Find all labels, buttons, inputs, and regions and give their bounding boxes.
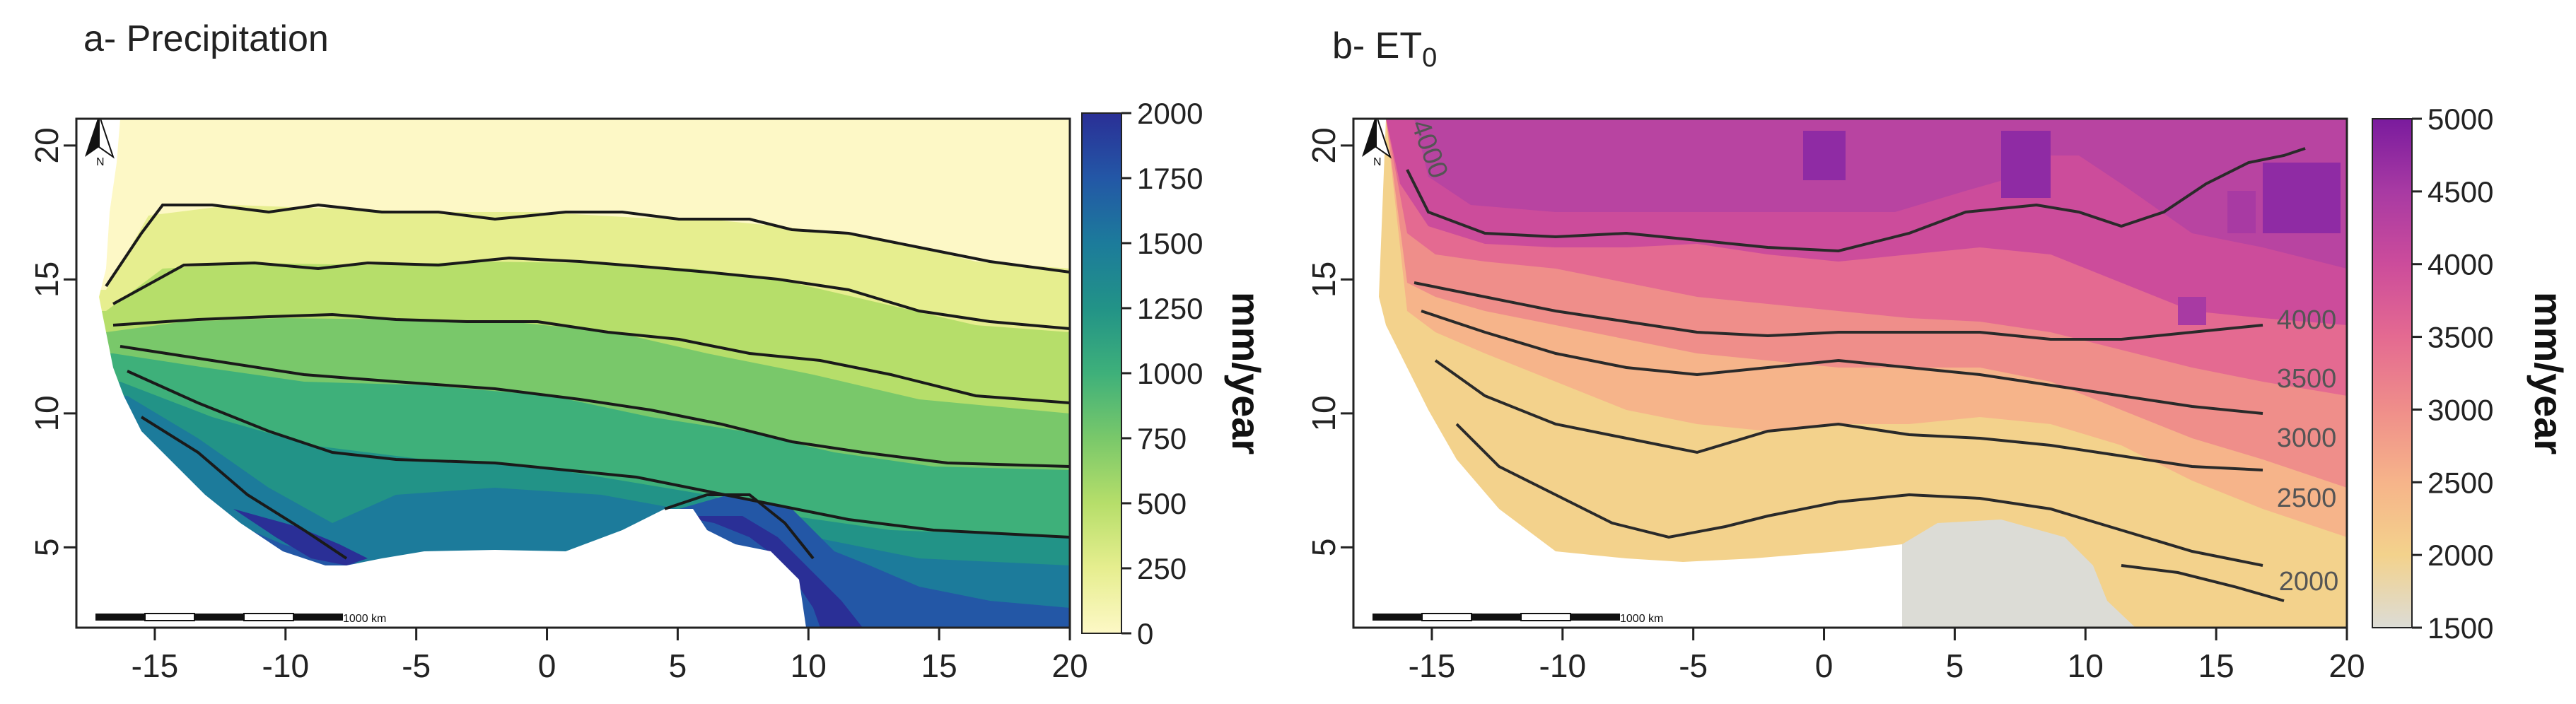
precipitation-contours xyxy=(105,203,1070,560)
x-tick-label: 10 xyxy=(2068,647,2104,684)
panel-b-title-main: b- ET xyxy=(1332,25,1422,66)
gulf-of-guinea-b xyxy=(1556,544,1902,628)
north-arrow-icon-b: N xyxy=(1362,119,1392,168)
precipitation-map: 1000 km N xyxy=(76,119,1070,628)
et0-colorbar: 1500 2000 2500 3000 3500 4000 4500 5000 xyxy=(2372,102,2493,645)
et0-contours xyxy=(1406,147,2306,602)
x-tick-label: 0 xyxy=(538,647,556,684)
x-tick-label: 15 xyxy=(2198,647,2234,684)
panel-b-title-subscript: 0 xyxy=(1422,43,1437,73)
colorbar-tick-label: 4500 xyxy=(2428,175,2493,209)
panel-a-frame xyxy=(75,117,1071,629)
x-tick-label: 20 xyxy=(2329,647,2365,684)
precipitation-colorbar: 0 250 500 750 1000 1250 1500 1750 2000 xyxy=(1081,97,1203,650)
colorbar-tick-label: 250 xyxy=(1137,552,1187,585)
north-arrow-icon: N xyxy=(85,119,115,168)
x-tick-label: 15 xyxy=(921,647,957,684)
north-label-b: N xyxy=(1373,156,1382,168)
y-tick-label: 10 xyxy=(1305,395,1342,431)
panel-b-frame xyxy=(1352,117,2348,629)
y-tick-label: 10 xyxy=(28,395,65,431)
panel-a-axes: -15 -10 -5 0 5 10 15 20 5 10 15 20 xyxy=(28,127,1088,684)
colorbar-tick-label: 0 xyxy=(1137,617,1153,650)
panel-b-title: b- ET0 xyxy=(1332,25,1437,73)
colorbar-tick-label: 4000 xyxy=(2428,248,2493,281)
x-tick-label: 10 xyxy=(791,647,827,684)
x-tick-label: 0 xyxy=(1815,647,1834,684)
x-tick-label: -5 xyxy=(402,647,431,684)
scale-bar-label-b: 1000 km xyxy=(1620,613,1663,625)
colorbar-tick-label: 1000 xyxy=(1137,357,1203,390)
et0-map: 1000 km N xyxy=(1353,119,2347,628)
x-tick-label: -15 xyxy=(132,647,178,684)
contour-label: 2000 xyxy=(2279,567,2339,597)
y-tick-label: 5 xyxy=(1305,539,1342,557)
scale-bar-label: 1000 km xyxy=(343,613,386,625)
colorbar-tick-label: 2500 xyxy=(2428,466,2493,499)
colorbar-a-label: mm/year xyxy=(1224,292,1269,454)
scale-bar: 1000 km xyxy=(95,613,386,625)
panel-precipitation: a- Precipitation xyxy=(28,18,1269,684)
colorbar-tick-label: 1250 xyxy=(1137,292,1203,325)
gray-low-et0-area xyxy=(1902,520,2135,628)
y-tick-label: 20 xyxy=(28,127,65,163)
panel-et0: b- ET0 xyxy=(1305,25,2571,684)
colorbar-tick-label: 3000 xyxy=(2428,393,2493,426)
colorbar-tick-label: 2000 xyxy=(2428,539,2493,572)
x-tick-label: 5 xyxy=(669,647,687,684)
contour-label: 2500 xyxy=(2277,483,2337,513)
y-tick-label: 20 xyxy=(1305,127,1342,163)
contour-label: 3500 xyxy=(2277,364,2337,394)
colorbar-tick-label: 750 xyxy=(1137,422,1187,455)
colorbar-tick-label: 500 xyxy=(1137,487,1187,520)
colorbar-tick-label: 2000 xyxy=(1137,97,1203,130)
x-tick-label: -10 xyxy=(1539,647,1586,684)
atlantic-ocean-b xyxy=(1353,119,1556,628)
x-tick-label: 5 xyxy=(1946,647,1964,684)
gulf-of-guinea xyxy=(346,509,806,628)
scale-bar-b: 1000 km xyxy=(1372,613,1663,625)
colorbar-ramp xyxy=(2372,118,2413,628)
band-4500-patches xyxy=(1803,131,2341,325)
colorbar-tick-label: 1750 xyxy=(1137,162,1203,195)
contour-label: 4000 xyxy=(2277,305,2337,335)
x-tick-label: -15 xyxy=(1409,647,1455,684)
colorbar-b-label: mm/year xyxy=(2527,292,2571,454)
colorbar-tick-label: 1500 xyxy=(2428,611,2493,645)
y-tick-label: 5 xyxy=(28,539,65,557)
y-tick-label: 15 xyxy=(28,262,65,298)
colorbar-tick-label: 3500 xyxy=(2428,321,2493,354)
y-tick-label: 15 xyxy=(1305,262,1342,298)
x-tick-label: -10 xyxy=(262,647,309,684)
colorbar-tick-label: 5000 xyxy=(2428,102,2493,136)
panel-b-axes: -15 -10 -5 0 5 10 15 20 5 10 15 20 xyxy=(1305,127,2365,684)
atlantic-ocean xyxy=(76,119,346,628)
north-label: N xyxy=(96,156,105,168)
colorbar-tick-label: 1500 xyxy=(1137,227,1203,260)
band-4200 xyxy=(1414,119,2347,269)
colorbar-ramp xyxy=(1081,112,1122,634)
x-tick-label: 20 xyxy=(1051,647,1088,684)
x-tick-label: -5 xyxy=(1679,647,1708,684)
panel-a-title: a- Precipitation xyxy=(83,18,329,59)
contour-label: 3000 xyxy=(2277,423,2337,453)
